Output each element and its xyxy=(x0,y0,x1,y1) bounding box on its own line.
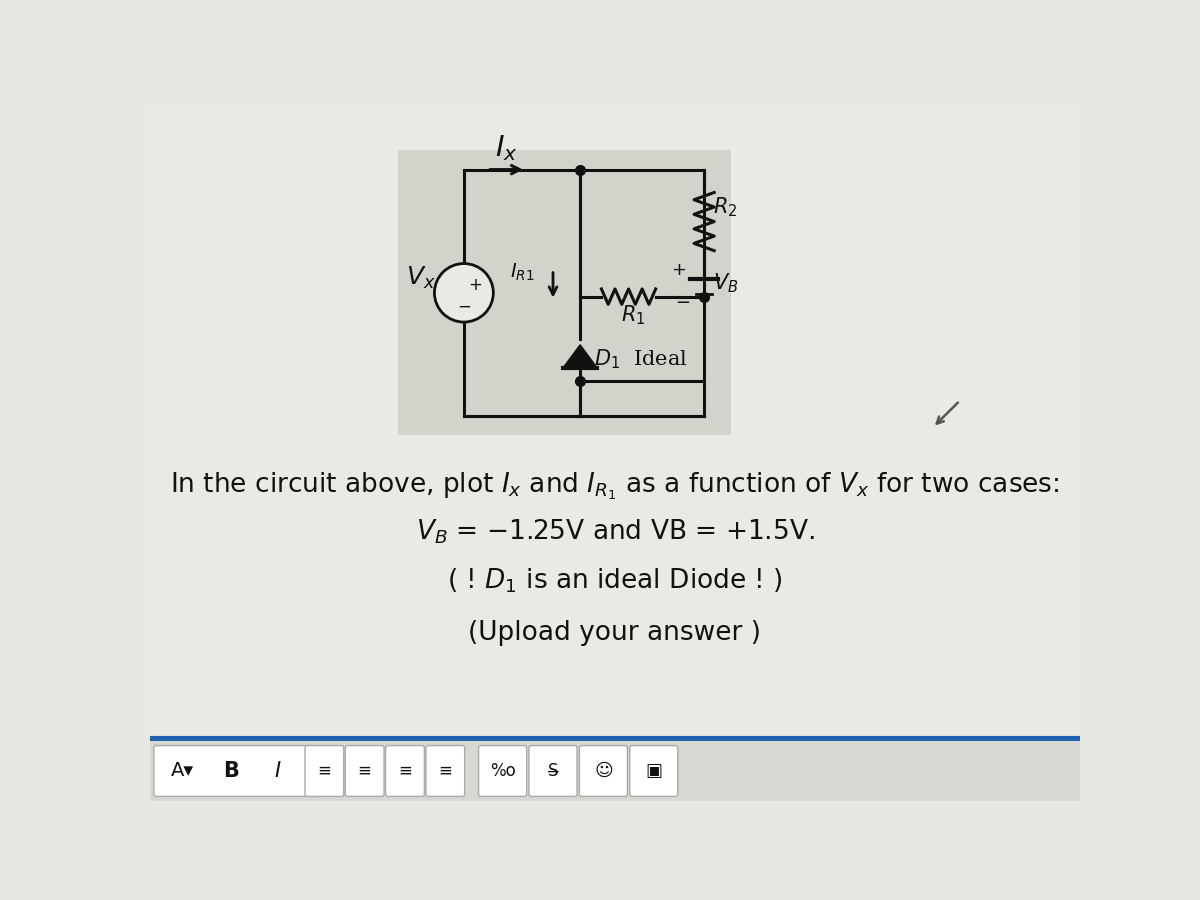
Text: $V_x$: $V_x$ xyxy=(406,266,436,292)
Text: ≡: ≡ xyxy=(358,762,372,780)
Text: +: + xyxy=(672,261,686,279)
Text: ≡: ≡ xyxy=(318,762,331,780)
FancyBboxPatch shape xyxy=(529,745,577,796)
FancyBboxPatch shape xyxy=(426,745,464,796)
FancyBboxPatch shape xyxy=(580,745,628,796)
FancyBboxPatch shape xyxy=(479,745,527,796)
Text: ▣: ▣ xyxy=(646,762,662,780)
Text: I: I xyxy=(275,761,281,781)
Circle shape xyxy=(434,264,493,322)
Text: %o: %o xyxy=(490,762,516,780)
Bar xyxy=(150,735,1080,801)
Text: A▾: A▾ xyxy=(170,761,194,780)
Text: $R_2$: $R_2$ xyxy=(714,196,738,220)
Text: $D_1$  Ideal: $D_1$ Ideal xyxy=(594,347,688,371)
FancyBboxPatch shape xyxy=(154,745,317,796)
Text: ( ! $D_1$ is an ideal Diode ! ): ( ! $D_1$ is an ideal Diode ! ) xyxy=(448,566,782,595)
Text: In the circuit above, plot $I_x$ and $I_{R_1}$ as a function of $V_x$ for two ca: In the circuit above, plot $I_x$ and $I_… xyxy=(170,470,1060,501)
Bar xyxy=(398,150,731,436)
FancyBboxPatch shape xyxy=(630,745,678,796)
Text: −: − xyxy=(457,298,470,316)
Text: ≡: ≡ xyxy=(438,762,452,780)
FancyBboxPatch shape xyxy=(305,745,343,796)
Text: −: − xyxy=(674,294,690,312)
Text: $V_B$: $V_B$ xyxy=(714,271,739,294)
Bar xyxy=(150,735,1080,741)
FancyBboxPatch shape xyxy=(385,745,425,796)
Text: S̶: S̶ xyxy=(547,762,558,780)
Text: $R_1$: $R_1$ xyxy=(620,303,646,327)
FancyBboxPatch shape xyxy=(346,745,384,796)
Text: ≡: ≡ xyxy=(398,762,412,780)
Text: $I_{R1}$: $I_{R1}$ xyxy=(510,261,535,283)
Text: +: + xyxy=(468,276,482,294)
Text: (Upload your answer ): (Upload your answer ) xyxy=(468,620,762,646)
Text: B: B xyxy=(223,761,239,781)
Text: $I_x$: $I_x$ xyxy=(494,132,517,163)
Text: $V_B$ = $-$1.25V and VB = +1.5V.: $V_B$ = $-$1.25V and VB = +1.5V. xyxy=(415,518,815,546)
Text: ☺: ☺ xyxy=(594,762,613,780)
Polygon shape xyxy=(563,345,598,368)
